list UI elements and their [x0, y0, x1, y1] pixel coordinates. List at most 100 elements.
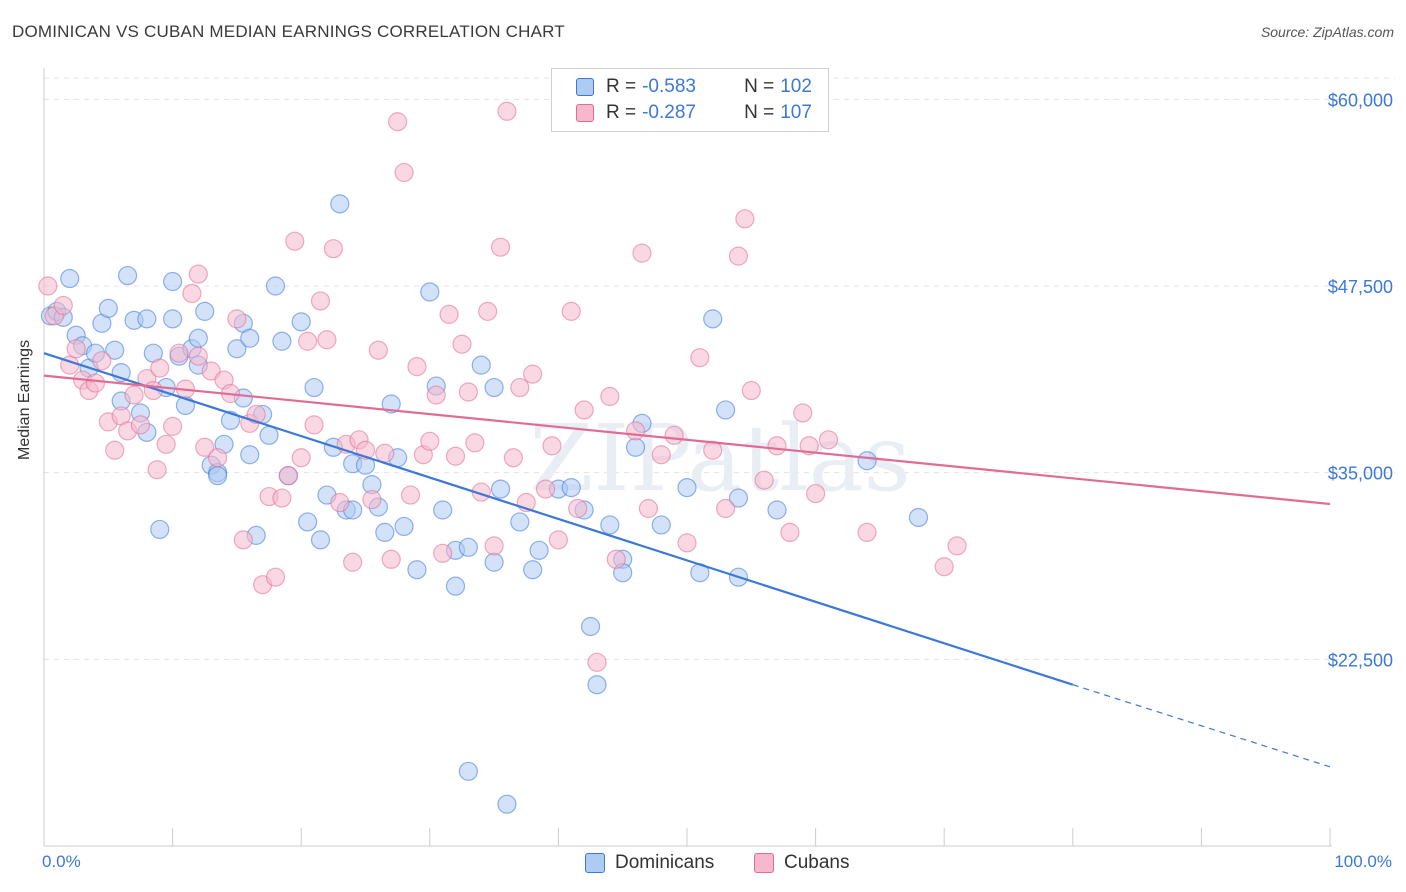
dominican-point — [381, 394, 401, 414]
stats-legend: R = -0.583 N = 102 R = -0.287 N = 107 — [551, 68, 829, 132]
cuban-point — [105, 440, 125, 460]
dominican-point — [137, 309, 157, 329]
cuban-point — [600, 386, 620, 407]
cuban-point — [227, 309, 247, 329]
legend-n-label: N = — [744, 102, 775, 123]
bottom-legend-cubans: Cubans — [754, 852, 850, 874]
dominican-point — [208, 466, 228, 486]
cuban-point — [793, 403, 813, 423]
series-name: Dominicans — [615, 852, 715, 873]
dominican-point — [715, 400, 736, 420]
dominican-point — [523, 560, 543, 580]
cuban-point — [677, 533, 697, 553]
chart-source: Source: ZipAtlas.com — [1260, 24, 1394, 40]
cuban-point — [407, 357, 427, 377]
dominican-point — [908, 507, 929, 528]
cuban-point — [452, 334, 472, 354]
dominican-point — [117, 265, 138, 286]
cuban-point — [150, 358, 170, 378]
cuban-point — [285, 231, 305, 251]
cuban-point — [651, 445, 671, 465]
legend-r-label: R = — [606, 76, 637, 97]
cuban-point — [754, 470, 774, 490]
dominican-point — [484, 377, 504, 398]
legend-n-label: N = — [744, 76, 775, 97]
cuban-point — [445, 446, 466, 466]
watermark: ZIPatlas — [529, 405, 910, 512]
cuban-point — [330, 492, 350, 513]
cuban-point — [587, 652, 607, 672]
dominican-point — [330, 194, 350, 214]
dominican-point — [259, 425, 279, 445]
legend-n-value: 102 — [780, 76, 812, 97]
dominican-point — [510, 512, 530, 532]
dominican-point — [163, 271, 183, 292]
dominican-point — [433, 500, 453, 520]
cuban-point — [484, 536, 504, 556]
cuban-point — [291, 448, 311, 468]
cuban-point — [317, 330, 337, 350]
cuban-point — [715, 498, 736, 519]
cuban-point — [208, 448, 228, 468]
cuban-point — [85, 373, 106, 393]
cuban-point — [272, 488, 292, 508]
cuban-point — [246, 404, 266, 425]
cuban-point — [92, 351, 112, 371]
dominicans-swatch — [585, 853, 605, 873]
cuban-point — [510, 377, 530, 398]
cuban-point — [66, 339, 86, 359]
legend-n-value: 107 — [780, 102, 812, 123]
dominican-point — [703, 309, 723, 329]
cuban-point — [156, 434, 176, 454]
dominicans-trend-extension — [1072, 684, 1331, 768]
cuban-point — [278, 466, 298, 486]
dominican-point — [227, 339, 247, 359]
dominican-point — [98, 298, 118, 318]
dominican-point — [105, 340, 125, 360]
cuban-point — [433, 543, 453, 563]
cuban-point — [420, 431, 440, 451]
dominican-point — [600, 515, 620, 535]
dominicans-trend-line — [43, 352, 1074, 686]
cuban-point — [934, 557, 954, 577]
cuban-point — [741, 380, 761, 401]
dominican-point — [728, 488, 749, 508]
legend-r-label: R = — [606, 102, 637, 123]
cuban-point — [664, 425, 684, 445]
cuban-point — [690, 348, 710, 368]
cuban-point — [535, 479, 556, 499]
cuban-point — [124, 385, 144, 405]
cuban-point — [388, 112, 408, 132]
y-tick-label: $60,000 — [1328, 90, 1393, 110]
dominican-point — [265, 276, 286, 296]
y-tick-label: $35,000 — [1328, 464, 1393, 484]
cuban-point — [561, 301, 581, 321]
dominican-point — [220, 410, 241, 430]
dominican-point — [529, 540, 549, 560]
cuban-point — [439, 304, 459, 324]
cuban-point — [805, 483, 826, 504]
cuban-point — [542, 436, 562, 456]
cuban-point — [381, 549, 401, 569]
dominican-point — [857, 451, 877, 471]
dominican-point — [445, 576, 466, 596]
dominican-point — [677, 478, 697, 498]
cuban-point — [606, 549, 626, 569]
dominican-point — [375, 522, 395, 543]
cuban-point — [632, 243, 652, 263]
legend-r-value: -0.583 — [642, 76, 696, 97]
dominican-point — [291, 312, 311, 332]
dominican-point — [195, 301, 215, 321]
cuban-point — [38, 276, 58, 296]
cuban-point — [163, 416, 183, 436]
dominican-point — [767, 500, 787, 520]
dominican-point — [561, 478, 581, 498]
legend-row-dominicans: R = -0.583 N = 102 — [552, 75, 812, 99]
dominican-point — [471, 355, 491, 375]
cuban-point — [310, 291, 331, 311]
dominican-point — [240, 328, 260, 348]
cubans-swatch — [754, 853, 774, 873]
y-axis-label: Median Earnings — [16, 339, 33, 460]
cuban-point — [523, 364, 543, 384]
cuban-point — [400, 485, 421, 505]
